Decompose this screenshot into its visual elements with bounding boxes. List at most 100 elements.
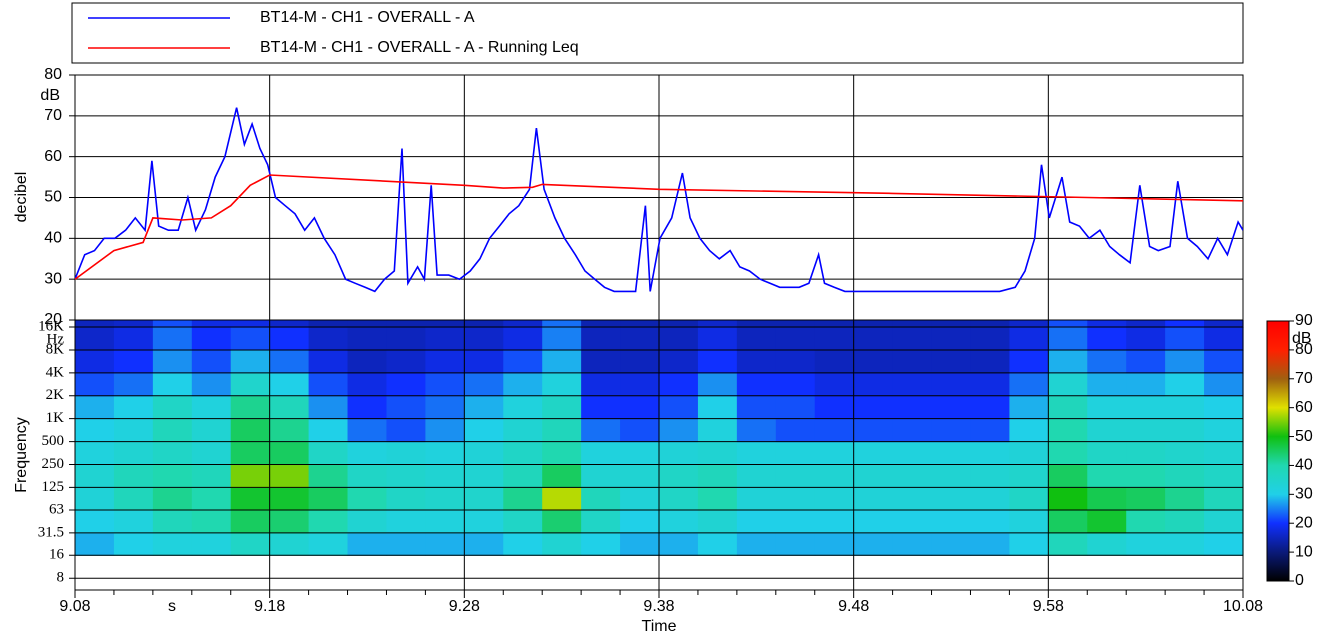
heatmap-cell [503,419,543,443]
heatmap-cell [1204,350,1244,374]
heatmap-cell [192,533,232,556]
heatmap-cell [1087,320,1127,328]
heatmap-cell [1165,373,1205,397]
heatmap-cell [464,533,504,556]
heatmap-cell [659,487,699,510]
heatmap-cell [114,320,154,328]
heatmap-cell [348,442,388,466]
legend-label: BT14-M - CH1 - OVERALL - A [260,9,475,26]
x-tick-label: 9.28 [449,598,480,615]
heatmap-cell [231,373,271,397]
heatmap-cell [776,510,816,534]
y-tick-label: 8K [46,341,65,357]
heatmap-cell [970,396,1010,420]
heatmap-cell [464,320,504,328]
heatmap-cell [114,373,154,397]
heatmap-cell [854,320,894,328]
heatmap-cell [932,487,972,510]
heatmap-cell [153,419,193,443]
heatmap-cell [309,320,349,328]
y-axis-label: decibel [13,172,30,223]
y-tick-label: 30 [44,270,62,287]
heatmap-cell [1087,396,1127,420]
heatmap-cell [1126,419,1166,443]
heatmap-cell [620,327,660,351]
heatmap-cell [503,533,543,556]
x-tick-label: 10.08 [1223,598,1263,615]
heatmap-cell [114,464,154,488]
heatmap-cell [386,327,426,351]
heatmap-cell [970,373,1010,397]
heatmap-cell [737,350,777,374]
heatmap-cell [542,464,582,488]
y-tick-label: 16K [38,318,64,334]
heatmap-cell [464,327,504,351]
heatmap-cell [659,320,699,328]
heatmap-cell [425,442,465,466]
y-tick-label: 70 [44,107,62,124]
heatmap-cell [231,350,271,374]
heatmap-cell [659,419,699,443]
heatmap-cell [386,487,426,510]
heatmap-cell [309,442,349,466]
heatmap-cell [425,373,465,397]
heatmap-cell [1048,464,1088,488]
x-tick-label: 9.48 [838,598,869,615]
heatmap-cell [1009,350,1049,374]
heatmap-cell [464,350,504,374]
heatmap-cell [542,396,582,420]
heatmap-cell [893,327,933,351]
heatmap-cell [1204,396,1244,420]
heatmap-cell [1165,396,1205,420]
heatmap-cell [815,487,855,510]
heatmap-cell [542,442,582,466]
heatmap-cell [737,327,777,351]
heatmap-cell [1165,419,1205,443]
heatmap-cell [114,442,154,466]
heatmap-cell [659,327,699,351]
x-tick-label: 9.08 [59,598,90,615]
heatmap-cell [386,320,426,328]
heatmap-cell [776,320,816,328]
heatmap-cell [1048,320,1088,328]
heatmap-cell [659,373,699,397]
heatmap-cell [192,442,232,466]
heatmap-cell [1165,350,1205,374]
y-tick-label: 31.5 [38,524,64,540]
heatmap-cell [153,396,193,420]
heatmap-cell [153,327,193,351]
heatmap-cell [737,533,777,556]
heatmap-cell [1009,320,1049,328]
heatmap-cell [503,350,543,374]
heatmap-cell [542,487,582,510]
heatmap-cell [425,350,465,374]
heatmap-cell [348,510,388,534]
heatmap-cell [737,396,777,420]
heatmap-cell [348,373,388,397]
y-tick-label: 250 [42,456,65,472]
heatmap-cell [970,510,1010,534]
heatmap-cell [1048,533,1088,556]
heatmap-cell [854,533,894,556]
heatmap-cell [698,510,738,534]
heatmap-cell [659,464,699,488]
heatmap-cell [503,464,543,488]
heatmap-cell [1048,373,1088,397]
heatmap-cell [1009,327,1049,351]
heatmap-cell [893,510,933,534]
colorbar-tick-label: 30 [1295,486,1313,503]
heatmap-cell [815,419,855,443]
heatmap-cell [348,350,388,374]
heatmap-cell [270,320,310,328]
heatmap-cell [386,533,426,556]
colorbar [1267,321,1289,581]
heatmap-cell [542,533,582,556]
heatmap-cell [386,464,426,488]
heatmap-cell [776,327,816,351]
heatmap-cell [348,396,388,420]
heatmap-cell [620,510,660,534]
heatmap-cell [386,510,426,534]
heatmap-cell [386,419,426,443]
heatmap-cell [776,396,816,420]
heatmap-cell [1087,350,1127,374]
